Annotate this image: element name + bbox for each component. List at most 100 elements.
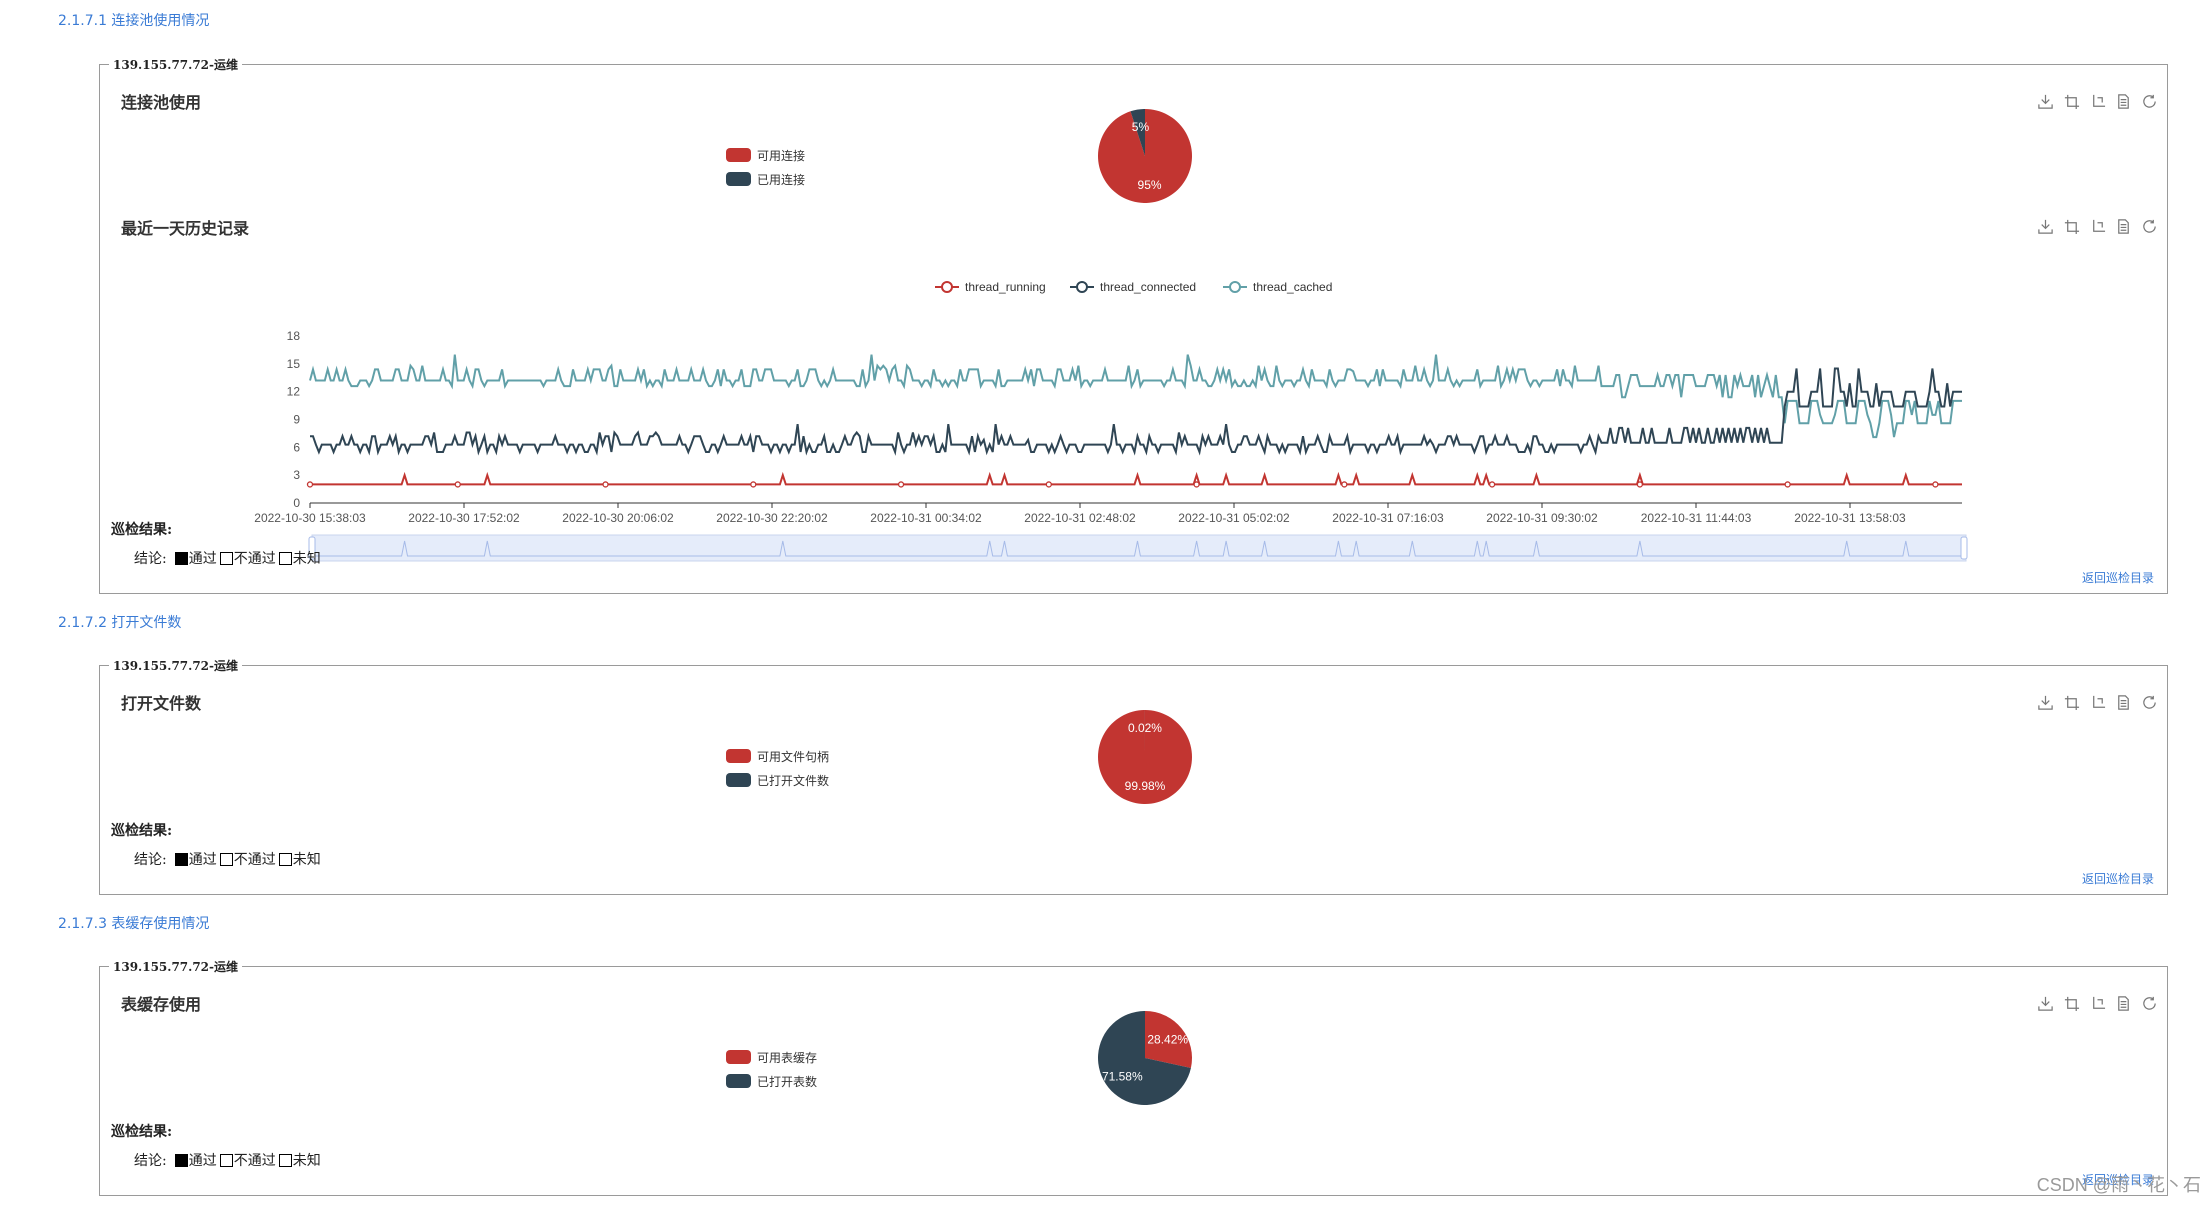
line-legend-item[interactable]: thread_cached — [1223, 280, 1332, 294]
section-link-open-files[interactable]: 2.1.7.2 打开文件数 — [58, 615, 182, 631]
legend-swatch — [726, 773, 751, 787]
pie-toolbox — [2037, 995, 2158, 1012]
line-legend-item[interactable]: thread_connected — [1070, 280, 1196, 294]
section-link-table-cache[interactable]: 2.1.7.3 表缓存使用情况 — [58, 916, 210, 932]
conclusion-row: 结论: 通过 不通过 未知 — [134, 852, 321, 868]
unknown-checkbox[interactable] — [278, 1153, 292, 1167]
magic-bar-icon[interactable] — [2089, 995, 2106, 1012]
legend-item[interactable]: 可用连接 — [726, 147, 805, 163]
legend-swatch — [726, 1050, 751, 1064]
legend-item[interactable]: 已打开表数 — [726, 1073, 817, 1089]
line-legend-item[interactable]: thread_running — [935, 280, 1046, 294]
inspection-result-label: 巡检结果: — [111, 1124, 173, 1140]
legend-item[interactable]: 可用文件句柄 — [726, 748, 829, 764]
y-tick-label: 15 — [287, 357, 301, 371]
conclusion-row: 结论: 通过 不通过 未知 — [134, 1153, 321, 1169]
restore-icon[interactable] — [2141, 694, 2158, 711]
data-zoom-handle-left[interactable] — [308, 536, 316, 560]
pie-legend: 可用连接 已用连接 — [726, 147, 805, 195]
data-view-icon[interactable] — [2115, 995, 2132, 1012]
magic-line-icon[interactable] — [2063, 93, 2080, 110]
history-title: 最近一天历史记录 — [121, 219, 250, 238]
y-tick-label: 12 — [287, 385, 301, 399]
legend-item[interactable]: 可用表缓存 — [726, 1049, 817, 1065]
legend-item[interactable]: 已打开文件数 — [726, 772, 829, 788]
csdn-watermark: CSDN @雨丶花丶石 — [2036, 1175, 2201, 1195]
download-icon[interactable] — [2037, 694, 2054, 711]
magic-line-icon[interactable] — [2063, 218, 2080, 235]
pie-slice[interactable] — [1098, 1011, 1191, 1105]
group-legend: 139.155.77.72-运维 — [109, 657, 243, 674]
pie-legend: 可用表缓存 已打开表数 — [726, 1049, 817, 1097]
x-tick-label: 2022-10-31 02:48:02 — [1024, 511, 1136, 525]
magic-bar-icon[interactable] — [2089, 218, 2106, 235]
restore-icon[interactable] — [2141, 218, 2158, 235]
series-point — [1932, 481, 1939, 488]
y-tick-label: 3 — [293, 468, 300, 482]
pie-slice[interactable] — [1145, 1011, 1192, 1069]
data-view-icon[interactable] — [2115, 93, 2132, 110]
pie-slice-label: 5% — [1132, 120, 1150, 134]
pie-slice-label: 95% — [1138, 178, 1162, 192]
back-to-index-link[interactable]: 返回巡检目录 — [2082, 872, 2155, 886]
fail-checkbox[interactable] — [219, 551, 233, 565]
series-point — [454, 481, 461, 488]
magic-line-icon[interactable] — [2063, 694, 2080, 711]
y-tick-label: 18 — [287, 329, 301, 343]
series-thread-connected-line[interactable] — [310, 367, 1962, 456]
unknown-checkbox[interactable] — [278, 852, 292, 866]
back-to-index-link[interactable]: 返回巡检目录 — [2082, 1173, 2155, 1187]
series-point — [750, 481, 757, 488]
pie-slice-label: 71.58% — [1102, 1069, 1143, 1083]
section-link-connection-pool[interactable]: 2.1.7.1 连接池使用情况 — [58, 13, 210, 29]
unknown-checkbox[interactable] — [278, 551, 292, 565]
series-point — [1045, 481, 1052, 488]
series-point — [1488, 481, 1496, 488]
pie-slice[interactable] — [1097, 710, 1192, 804]
pie-slice-label: 28.42% — [1147, 1033, 1188, 1047]
download-icon[interactable] — [2037, 93, 2054, 110]
line-chart: thread_running thread_connected thread_cac… — [254, 280, 1968, 562]
pass-checkbox[interactable] — [174, 551, 188, 565]
download-icon[interactable] — [2037, 218, 2054, 235]
series-thread-running-line[interactable] — [310, 471, 1962, 486]
magic-line-icon[interactable] — [2063, 995, 2080, 1012]
pie-chart: 28.42% 71.58% — [1098, 1011, 1192, 1105]
legend-item[interactable]: 已用连接 — [726, 171, 805, 187]
pass-checkbox[interactable] — [174, 852, 188, 866]
x-tick-label: 2022-10-31 05:02:02 — [1178, 511, 1290, 525]
series-point — [306, 481, 314, 488]
fail-checkbox[interactable] — [219, 852, 233, 866]
inspection-result-label: 巡检结果: — [111, 823, 173, 839]
table-cache-group: 139.155.77.72-运维 表缓存使用 可用表缓存 已打开表数 28.42… — [99, 958, 2168, 1196]
magic-bar-icon[interactable] — [2089, 93, 2106, 110]
x-tick-label: 2022-10-31 13:58:03 — [1794, 511, 1906, 525]
connection-pool-group: 139.155.77.72-运维 连接池使用 可用连接 已用连接 95% 5% 最… — [99, 56, 2168, 594]
group-legend: 139.155.77.72-运维 — [109, 958, 243, 975]
restore-icon[interactable] — [2141, 995, 2158, 1012]
y-tick-label: 0 — [293, 496, 300, 510]
data-view-icon[interactable] — [2115, 694, 2132, 711]
pie-slice[interactable] — [1130, 109, 1145, 156]
pass-checkbox[interactable] — [174, 1153, 188, 1167]
fail-checkbox[interactable] — [219, 1153, 233, 1167]
series-point — [1341, 481, 1348, 488]
legend-swatch — [726, 148, 751, 162]
x-tick-label: 2022-10-30 20:06:02 — [562, 511, 674, 525]
legend-swatch — [726, 1074, 751, 1088]
data-view-icon[interactable] — [2115, 218, 2132, 235]
series-thread-cached-line[interactable] — [309, 354, 1962, 439]
download-icon[interactable] — [2037, 995, 2054, 1012]
pie-chart: 95% 5% — [1098, 109, 1192, 203]
x-tick-label: 2022-10-31 09:30:02 — [1486, 511, 1598, 525]
legend-swatch — [726, 172, 751, 186]
data-zoom-handle-right[interactable] — [1960, 536, 1968, 560]
pie-legend: 可用文件句柄 已打开文件数 — [726, 748, 829, 796]
x-tick-label: 2022-10-31 00:34:02 — [870, 511, 982, 525]
pie-toolbox — [2037, 93, 2158, 110]
data-zoom-preview — [310, 540, 1962, 557]
restore-icon[interactable] — [2141, 93, 2158, 110]
magic-bar-icon[interactable] — [2089, 694, 2106, 711]
back-to-index-link[interactable]: 返回巡检目录 — [2082, 571, 2155, 585]
conclusion-row: 结论: 通过 不通过 未知 — [134, 551, 321, 567]
